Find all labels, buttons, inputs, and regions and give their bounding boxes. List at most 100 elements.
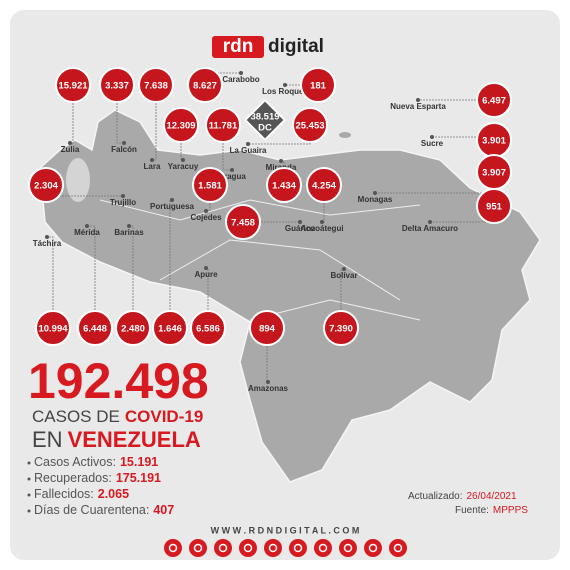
social-icon[interactable] [239,539,257,557]
state-name: Barinas [114,228,144,237]
state-name: Yaracuy [168,162,199,171]
state-dot [181,158,185,162]
state-cases: 1.434 [272,181,296,192]
social-icon[interactable] [189,539,207,557]
leader-line [87,225,96,328]
stats: Casos Activos: 15.191 Recuperados: 175.191 F… [27,455,174,517]
state-cases: 7.390 [329,324,353,335]
social-glyph [268,543,278,553]
state-cases: 2.304 [34,181,58,192]
leader-line [152,85,157,161]
state-dot [121,194,125,198]
social-glyph [243,543,253,553]
social-glyph [318,543,328,553]
state-dot [45,235,49,239]
state-dot [85,224,89,228]
state-dot [204,266,208,270]
state-cases: 894 [259,324,276,335]
state-name: Aragua [218,172,246,181]
stat: Casos Activos: 15.191 [34,455,158,469]
state-dot [430,135,434,139]
social-icon[interactable] [389,539,407,557]
state-cases: 6.497 [482,96,506,107]
state-bubble [99,67,135,103]
headline-2: EN VENEZUELA [32,427,201,452]
source-label: Fuente: [455,505,489,516]
island [339,132,351,138]
state-cases: 1.581 [198,181,222,192]
venezuela-shape [39,109,541,483]
state-name: Carabobo [222,75,259,84]
state-bubble [292,107,328,143]
social-icon[interactable] [339,539,357,557]
stat-label: Recuperados: [34,471,112,485]
headline-2-prefix: EN [32,427,63,452]
stat: Recuperados: 175.191 [34,471,161,485]
state-bubble [266,167,302,203]
social-icon[interactable] [314,539,332,557]
social-icon[interactable] [214,539,232,557]
social-glyph [368,543,378,553]
updated-label: Actualizado: [408,491,462,502]
headline-1-bold: COVID-19 [125,407,203,426]
state-cases: 7.638 [144,81,168,92]
source-value: MPPPS [493,505,528,516]
states: Zulia 15.921 Falcón 3.337 Lara 7.638 Carabobo 8… [28,67,512,393]
state-name: Guárico [285,224,315,233]
state-dot [373,191,377,195]
stat-value: 407 [153,503,174,517]
social-icon[interactable] [364,539,382,557]
state-dot [428,220,432,224]
social-icon[interactable] [264,539,282,557]
headline-1: CASOS DE COVID-19 [32,407,203,426]
total-cases: 192.498 [28,353,209,409]
state-cases: 15.921 [58,81,88,92]
state-cases: 3.337 [105,81,129,92]
state-bubble [163,107,199,143]
website: W W W . R D N D I G I T A L . C O M [211,525,360,535]
state-name: La Guaira [230,146,267,155]
state-bubble [35,310,71,346]
state-cases: 25.453 [295,121,324,132]
logo-part2: digital [268,36,324,57]
state-cases: 951 [486,202,503,213]
state-name: Trujillo [110,198,136,207]
social-icons [164,539,407,557]
stat-value: 175.191 [116,471,161,485]
state-bubble [192,167,228,203]
state-dot [342,267,346,271]
social-glyph [218,543,228,553]
state-name: Portuguesa [150,202,195,211]
state-bubble [152,310,188,346]
social-icon[interactable] [164,539,182,557]
state-dot [150,158,154,162]
social-glyph [343,543,353,553]
state-dot [170,198,174,202]
state-name: Anzoátegui [300,224,343,233]
state-bubble [300,67,336,103]
social-icon[interactable] [289,539,307,557]
capital-cases: 38.519 [250,112,279,123]
map [39,109,541,483]
state-name: Falcón [111,145,137,154]
state-dot [127,224,131,228]
state-name: Bolívar [330,271,357,280]
bullet [27,493,31,497]
state-name: Los Roques [262,87,308,96]
state-cases: 2.480 [121,324,145,335]
headline-2-bold: VENEZUELA [68,427,201,452]
state-bubble [205,107,241,143]
state-dot [204,209,208,213]
state-dot [266,380,270,384]
bullet [27,461,31,465]
social-glyph [393,543,403,553]
stat-label: Fallecidos: [34,487,94,501]
logo-box [212,36,264,58]
state-name: Amazonas [248,384,289,393]
state-name: Mérida [74,228,100,237]
bullet [27,509,31,513]
capital: 38.519 DC [243,98,287,142]
state-dot [246,142,250,146]
state-bubble [138,67,174,103]
state-name: Delta Amacuro [402,224,458,233]
